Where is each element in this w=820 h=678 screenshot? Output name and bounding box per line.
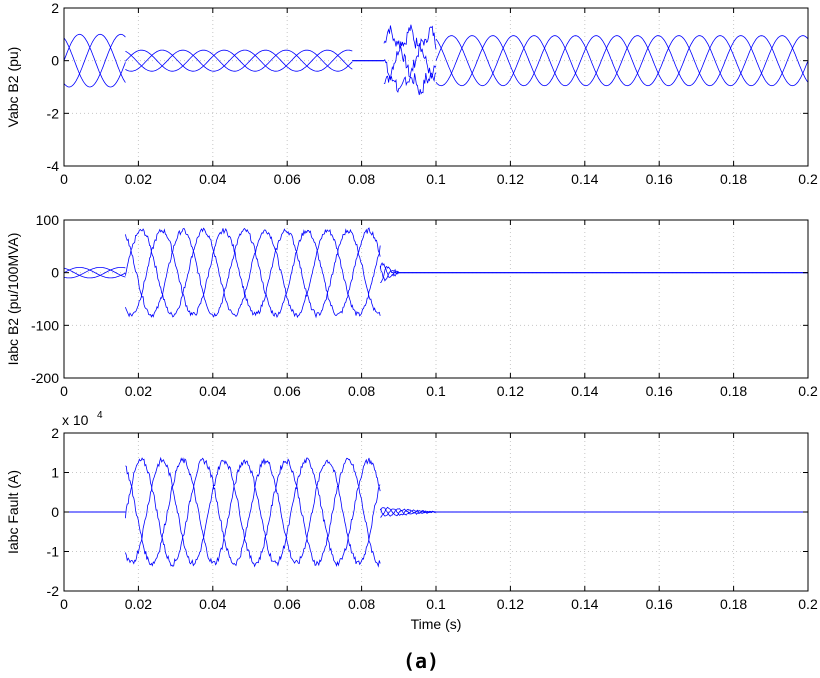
series-phase-b — [63, 33, 126, 88]
y-tick-label: 1 — [51, 465, 59, 481]
y-axis-label: Vabc B2 (pu) — [5, 47, 21, 128]
series-phase-c — [63, 33, 126, 88]
series-phase-c — [379, 262, 400, 278]
y-tick-label: 2 — [51, 425, 59, 441]
panel-3: 0 0.02 0.04 0.06 0.08 0.1 0.12 0.14 0.16 0.18 0.2 -… — [5, 410, 818, 632]
x-axis-label: Time (s) — [411, 616, 462, 632]
x-tick-label: 0.18 — [720, 171, 747, 187]
x-tick-label: 0.16 — [646, 171, 673, 187]
y-axis-label: Iabc B2 (pu/100MVA) — [5, 233, 21, 366]
x-tick-label: 0.12 — [497, 383, 524, 399]
series-phase-c — [125, 49, 353, 72]
series-phase-b — [380, 506, 437, 518]
x-tick-label: 0.1 — [426, 171, 446, 187]
series-phase-a — [63, 33, 126, 88]
y-tick-label: 0 — [51, 265, 59, 281]
x-tick-label: 0.04 — [199, 596, 226, 612]
y-tick-label: 0 — [51, 53, 59, 69]
y-axis-label: Iabc Fault (A) — [5, 470, 21, 554]
x-tick-label: 0.2 — [798, 171, 818, 187]
x-tick-label: 0.18 — [720, 383, 747, 399]
x-tick-label: 0.18 — [720, 596, 747, 612]
series-phase-a — [435, 35, 809, 87]
series-phase-c — [379, 507, 437, 517]
y-tick-label: -200 — [31, 370, 59, 386]
x-tick-label: 0.16 — [646, 596, 673, 612]
series-phase-c — [435, 35, 809, 87]
y-tick-label: -4 — [47, 158, 60, 174]
y-tick-label: 2 — [51, 0, 59, 16]
x-tick-label: 0 — [60, 596, 68, 612]
x-tick-label: 0.2 — [798, 383, 818, 399]
x-tick-label: 0.06 — [274, 596, 301, 612]
x-tick-label: 0.14 — [571, 383, 598, 399]
x-tick-label: 0.08 — [348, 171, 375, 187]
series-phase-a — [63, 266, 126, 279]
x-tick-label: 0.08 — [348, 383, 375, 399]
y-tick-label: -1 — [47, 544, 60, 560]
panel-1: 0 0.02 0.04 0.06 0.08 0.1 0.12 0.14 0.16 0.18 0.2 -… — [5, 0, 818, 187]
series-phase-c — [383, 24, 437, 84]
y-tick-label: -2 — [47, 583, 60, 599]
x-tick-label: 0.1 — [426, 383, 446, 399]
series-phase-c — [63, 266, 126, 279]
x-tick-label: 0.14 — [571, 596, 598, 612]
series-phase-b — [125, 457, 381, 567]
y-scale-multiplier: x 10 — [62, 412, 89, 428]
series-phase-a — [125, 49, 353, 72]
plot-frame — [63, 7, 809, 167]
x-tick-label: 0 — [60, 171, 68, 187]
y-tick-label: 0 — [51, 504, 59, 520]
x-tick-label: 0.06 — [274, 171, 301, 187]
series-phase-b — [125, 227, 381, 318]
x-tick-label: 0.06 — [274, 383, 301, 399]
x-tick-label: 0.04 — [199, 171, 226, 187]
x-tick-label: 0.02 — [125, 171, 152, 187]
series-phase-b — [435, 35, 809, 87]
y-tick-label: -100 — [31, 317, 59, 333]
series-phase-c — [125, 228, 381, 319]
plot-frame — [63, 219, 809, 379]
x-tick-label: 0.02 — [125, 383, 152, 399]
series-phase-b — [383, 25, 437, 93]
x-tick-label: 0 — [60, 383, 68, 399]
series-phase-b — [125, 49, 353, 72]
x-tick-label: 0.12 — [497, 596, 524, 612]
series-phase-c — [125, 456, 381, 568]
x-tick-label: 0.2 — [798, 596, 818, 612]
series-phase-b — [380, 265, 400, 283]
series-phase-b — [63, 266, 126, 279]
x-tick-label: 0.1 — [426, 596, 446, 612]
x-tick-label: 0.12 — [497, 171, 524, 187]
x-tick-label: 0.02 — [125, 596, 152, 612]
x-tick-label: 0.14 — [571, 171, 598, 187]
x-tick-label: 0.16 — [646, 383, 673, 399]
x-tick-label: 0.08 — [348, 596, 375, 612]
y-tick-label: -2 — [47, 105, 60, 121]
y-tick-label: 100 — [36, 212, 60, 228]
x-tick-label: 0.04 — [199, 383, 226, 399]
series-phase-a — [125, 457, 381, 567]
panel-2: 0 0.02 0.04 0.06 0.08 0.1 0.12 0.14 0.16 0.18 0.2 -… — [5, 212, 818, 399]
figure-caption: (a) — [403, 649, 439, 673]
y-scale-exponent: 4 — [97, 410, 103, 421]
